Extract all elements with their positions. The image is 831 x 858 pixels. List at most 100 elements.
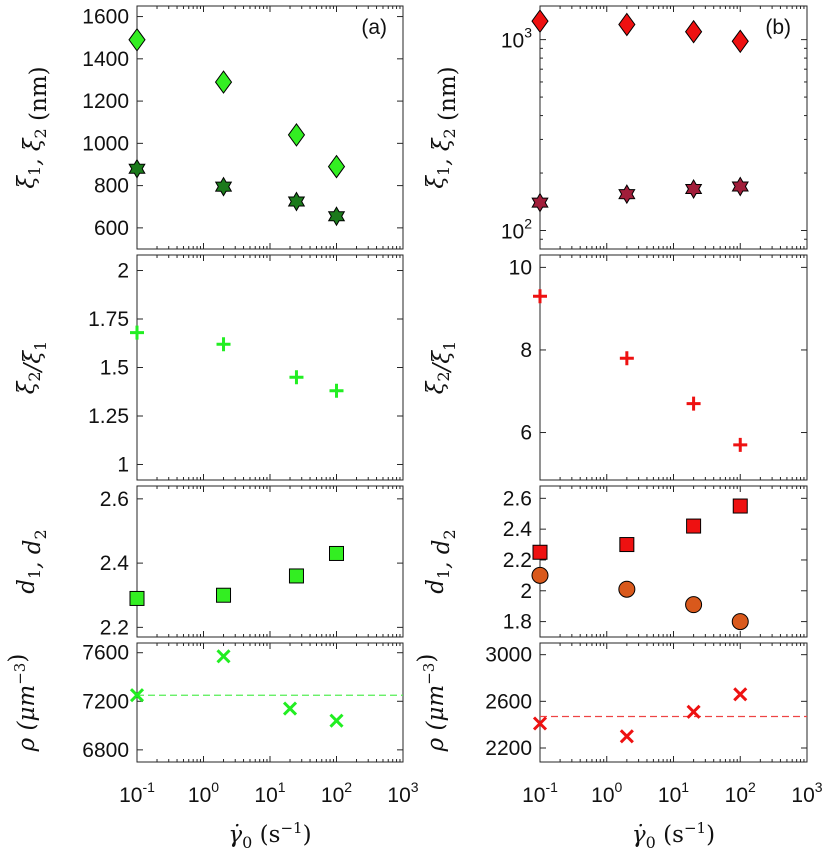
plus-marker (329, 383, 344, 398)
plot-frame (136, 485, 404, 638)
panel-label: (a) (361, 16, 387, 39)
circle-marker (685, 596, 703, 614)
x-marker (686, 704, 701, 719)
square-marker (288, 568, 304, 584)
y-tick-label: 8 (520, 339, 532, 362)
diamond-marker (531, 9, 549, 33)
x-marker (282, 701, 298, 716)
series-d (129, 545, 344, 606)
x-tick-label: 101 (254, 779, 285, 807)
plus-marker (686, 396, 701, 411)
square-marker (329, 545, 344, 561)
x-marker (216, 649, 231, 664)
diamond-marker (287, 123, 306, 147)
plus-marker (619, 351, 634, 366)
circle-marker (531, 566, 549, 584)
x-axis-label: γ̇0 (s−1) (632, 819, 715, 852)
y-axis-label: d1, d2 (423, 529, 459, 593)
y-tick-label: 2 (520, 580, 532, 603)
circle-marker (618, 580, 636, 598)
plot-frame (539, 485, 808, 638)
y-axis-label: ξ2/ξ1 (423, 341, 459, 394)
series-d2 (532, 498, 748, 560)
plot-frame (136, 254, 404, 481)
x-tick-label: 10-1 (522, 779, 558, 807)
hexagram-marker (684, 178, 703, 199)
x-marker (619, 729, 634, 744)
square-marker (619, 537, 635, 553)
y-tick-label: 1 (117, 453, 129, 476)
panel-b-xi: 102 103 (b) ξ1, ξ2 (nm) (423, 5, 808, 250)
x-tick-label: 103 (791, 779, 822, 807)
y-tick-label: 1.25 (88, 405, 129, 428)
panel-label: (b) (765, 16, 791, 39)
series-ξ1 (128, 158, 346, 227)
y-tick-label: 1600 (82, 6, 129, 29)
hexagram-marker (327, 206, 346, 227)
x-marker (733, 687, 748, 702)
y-tick-label: 2.2 (100, 616, 129, 639)
diamond-marker (731, 29, 749, 54)
y-tick-label: 7600 (82, 642, 129, 665)
y-axis-label: ρ (μm−3) (414, 654, 449, 753)
plot-frame (539, 642, 808, 763)
y-tick-label: 1.5 (100, 357, 129, 380)
y-axis-label: d1, d2 (14, 529, 50, 593)
series-ρ (532, 687, 748, 744)
y-tick-label: 6 (520, 422, 532, 445)
square-marker (216, 587, 232, 603)
panel-a-xi: 600 800 1000 1200 1400 1600 (a) ξ1, ξ2 (nm) (14, 5, 404, 250)
series-ξ2/ξ1 (130, 325, 344, 398)
series-ξ2/ξ1 (533, 289, 748, 452)
square-marker (129, 590, 145, 606)
diamond-marker (618, 12, 636, 37)
x-tick-label: 100 (591, 779, 622, 807)
y-tick-label: 103 (501, 25, 532, 53)
plus-marker (733, 437, 748, 452)
plus-marker (130, 325, 144, 340)
panel-a-d: 2.2 2.4 2.6 d1, d2 (14, 485, 404, 639)
x-tick-label: 10-1 (119, 779, 155, 807)
hexagram-marker (287, 191, 306, 212)
diamond-marker (684, 19, 703, 44)
x-tick-label: 101 (658, 779, 689, 807)
x-tick-label: 102 (725, 779, 756, 807)
x-tick-label: 102 (321, 779, 352, 807)
series-d1 (531, 566, 749, 631)
square-marker (732, 498, 748, 514)
plus-marker (289, 370, 304, 385)
y-tick-label: 10 (509, 256, 532, 279)
y-tick-label: 2200 (485, 737, 532, 760)
diamond-marker (128, 27, 146, 52)
x-marker (329, 713, 344, 728)
hexagram-marker (618, 184, 636, 205)
x-tick-label: 103 (387, 779, 418, 807)
plot-frame (539, 5, 808, 250)
y-tick-label: 102 (501, 216, 532, 244)
y-axis-label: ρ (μm−3) (5, 654, 40, 753)
y-tick-label: 1000 (82, 132, 129, 155)
plot-frame (136, 5, 404, 250)
y-tick-label: 2.4 (503, 518, 533, 541)
y-tick-label: 2.4 (100, 552, 130, 575)
x-axis-label: γ̇0 (s−1) (228, 819, 311, 852)
diamond-marker (327, 154, 346, 179)
circle-marker (731, 613, 749, 631)
plot-frame (136, 642, 404, 763)
series-ρ (129, 649, 344, 728)
y-axis-label: ξ1, ξ2 (nm) (423, 66, 461, 188)
y-tick-label: 2.2 (503, 549, 532, 572)
plus-marker (533, 289, 547, 304)
y-tick-label: 2.6 (503, 487, 532, 510)
panel-b-d: 1.8 2 2.2 2.4 2.6 d1, d2 (423, 485, 808, 638)
series-ξ1 (531, 176, 749, 213)
y-tick-label: 7200 (82, 690, 129, 713)
panel-a-rho: 6800 7200 7600 10-1 100 101 102 103 ρ (μm−3) (5, 642, 419, 807)
square-marker (686, 518, 702, 534)
x-marker (129, 688, 145, 703)
y-tick-label: 600 (94, 217, 129, 240)
plus-marker (216, 337, 231, 352)
y-tick-label: 2600 (485, 690, 532, 713)
panel-b-rho: 2200 2600 3000 10-1 100 101 102 103 ρ (μm−3) (414, 642, 823, 807)
